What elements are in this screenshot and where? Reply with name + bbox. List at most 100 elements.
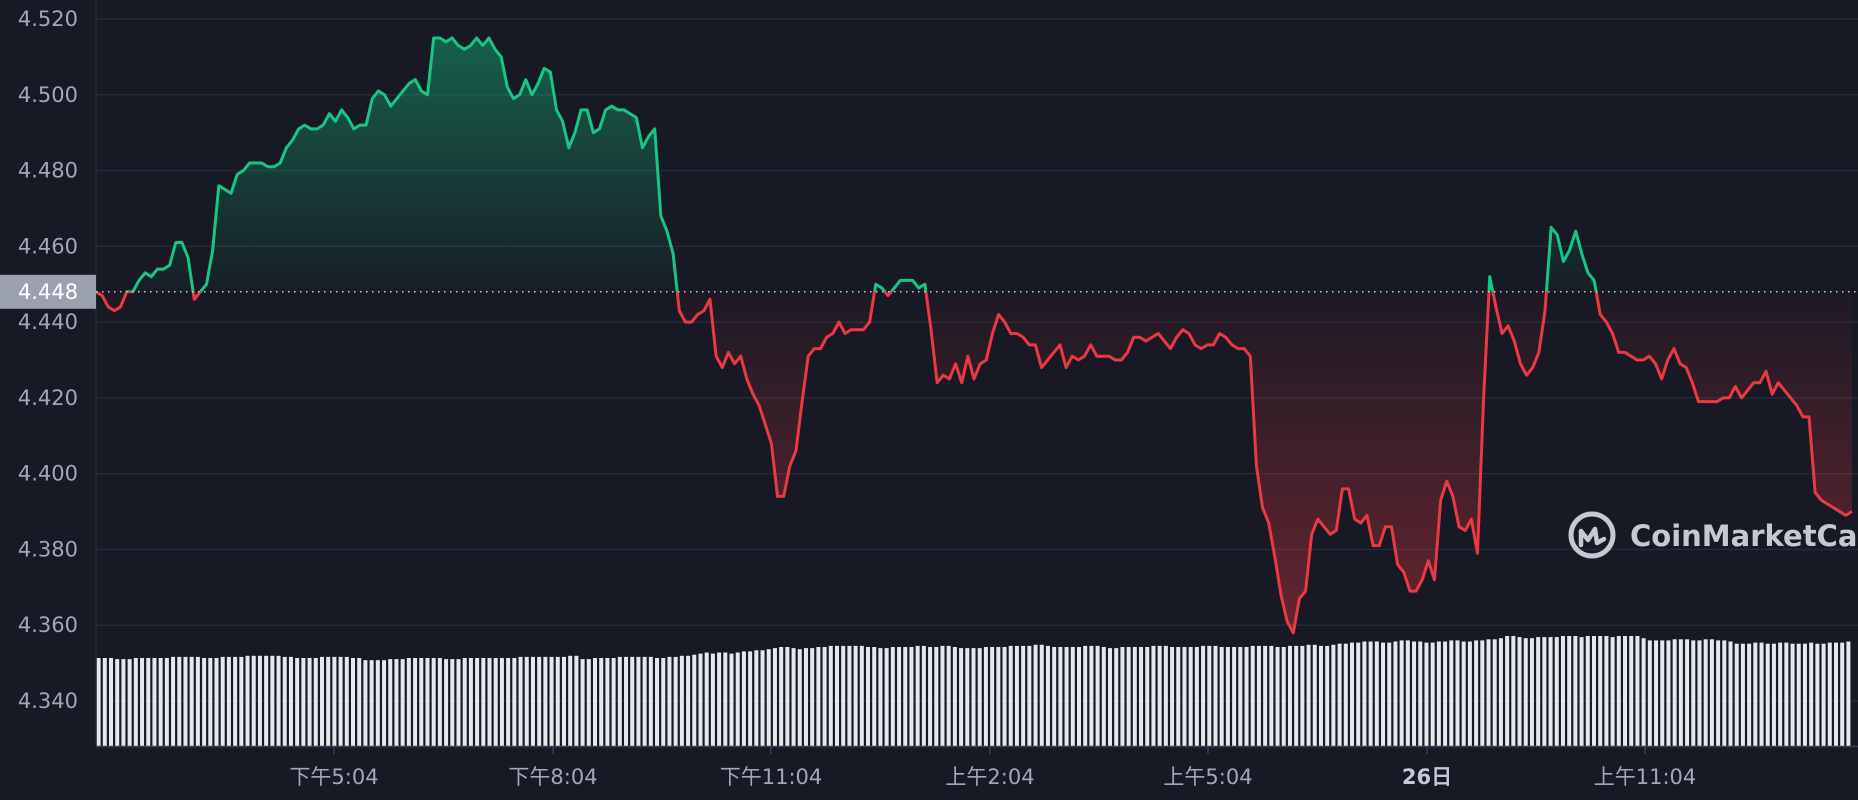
volume-bar [1126,647,1131,746]
volume-bar [667,656,672,746]
volume-bar [419,658,424,746]
volume-bar [1722,640,1727,746]
volume-bar [1176,647,1181,746]
volume-bar [1629,636,1634,746]
volume-bar [791,648,796,746]
volume-bar [1467,641,1472,746]
volume-bar [276,655,281,746]
volume-bar [1821,643,1826,746]
volume-bar [282,656,287,746]
volume-bar [1052,647,1057,746]
volume-bar [1579,637,1584,746]
volume-bar [462,658,467,746]
volume-bar [158,658,163,746]
volume-bar [1486,639,1491,746]
volume-bar [1703,639,1708,746]
volume-bar [1840,642,1845,746]
volume-bar [146,658,151,746]
volume-bar [698,653,703,746]
volume-bar [102,658,107,746]
volume-bar [450,659,455,746]
volume-bar [1002,647,1007,746]
volume-bar [741,651,746,746]
volume-bar [1449,640,1454,746]
volume-bar [1771,643,1776,746]
volume-bar [456,659,461,746]
volume-bar [394,659,399,746]
volume-bar [624,656,629,746]
y-tick-label: 4.360 [18,613,78,637]
volume-bar [1709,639,1714,746]
x-tick-label: 下午8:04 [508,765,597,789]
volume-bar [1157,645,1162,746]
volume-bar [1387,642,1392,746]
volume-bar [1492,639,1497,746]
volume-bar [673,656,678,746]
volume-bar [133,658,138,746]
volume-bar [735,652,740,746]
volume-bar [1846,641,1851,746]
volume-bar [897,647,902,746]
volume-bar [1368,641,1373,746]
y-tick-label: 4.480 [18,159,78,183]
volume-bar [1505,636,1510,746]
volume-bar [319,656,324,746]
volume-bar [1089,645,1094,746]
volume-bar [1809,642,1814,746]
volume-bar [1542,637,1547,746]
watermark-text: CoinMarketCap [1630,519,1858,553]
volume-bar [1778,642,1783,746]
volume-bar [1511,636,1516,746]
volume-bar [195,656,200,746]
volume-bar [1623,636,1628,746]
volume-bar [425,658,430,746]
x-tick-label: 下午11:04 [720,765,823,789]
volume-bar [1827,642,1832,746]
volume-bar [1747,643,1752,746]
baseline-price-badge: 4.448 [0,274,96,309]
volume-bar [1685,639,1690,746]
volume-bar [357,658,362,746]
volume-bar [599,658,604,746]
volume-bar [1641,638,1646,746]
volume-bar [1517,637,1522,746]
volume-bar [506,658,511,746]
volume-bar [1784,642,1789,746]
volume-bar [1151,645,1156,746]
volume-bar [1660,640,1665,746]
volume-bar [1691,640,1696,746]
volume-bar [648,656,653,746]
volume-bar [121,659,126,746]
volume-bar [1269,645,1274,746]
volume-bar [1306,644,1311,746]
volume-bar [617,656,622,746]
volume-bar [1194,647,1199,746]
volume-bar [475,658,480,746]
volume-bar [965,648,970,746]
x-tick-label: 下午5:04 [289,765,378,789]
volume-bar [220,656,225,746]
x-tick-label: 上午11:04 [1594,765,1697,789]
volume-bar [1573,636,1578,746]
volume-bar [1560,636,1565,746]
volume-bar [915,645,920,746]
volume-bar [748,651,753,746]
volume-bar [152,658,157,746]
volume-bar [909,647,914,746]
volume-bar [140,658,145,746]
volume-bar [1318,645,1323,746]
volume-bar [1654,640,1659,746]
volume-bar [344,656,349,746]
volume-bar [847,645,852,746]
y-tick-label: 4.340 [18,689,78,713]
volume-bar [1064,647,1069,746]
volume-bar [890,647,895,746]
volume-bar [797,649,802,746]
volume-bar [332,656,337,746]
volume-bar [1734,643,1739,746]
volume-bar [338,656,343,746]
volume-bar [1405,640,1410,746]
volume-bar [1300,645,1305,746]
volume-bar [816,647,821,746]
